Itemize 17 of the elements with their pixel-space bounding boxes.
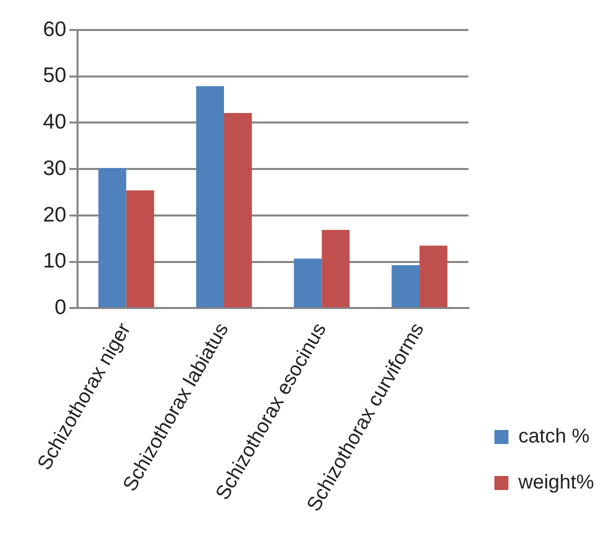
bar [98, 168, 126, 308]
legend-label: catch % [518, 426, 590, 448]
bar [322, 230, 350, 308]
bar [420, 246, 448, 308]
legend-label: weight% [517, 472, 594, 494]
y-tick-label: 60 [43, 18, 66, 41]
y-tick-label: 30 [43, 156, 66, 180]
bar [196, 86, 224, 308]
y-tick-label: 10 [43, 250, 66, 273]
bar [126, 190, 154, 308]
bar [392, 265, 420, 308]
y-tick-label: 20 [43, 203, 66, 226]
bar [294, 258, 322, 308]
bar [224, 112, 252, 308]
y-tick-label: 0 [54, 296, 66, 319]
y-tick-label: 50 [43, 64, 66, 88]
y-tick-label: 40 [43, 110, 66, 134]
